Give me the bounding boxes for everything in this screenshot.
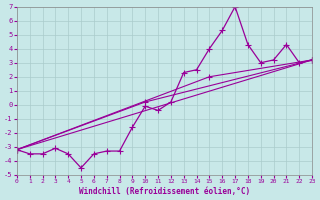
X-axis label: Windchill (Refroidissement éolien,°C): Windchill (Refroidissement éolien,°C) (79, 187, 250, 196)
